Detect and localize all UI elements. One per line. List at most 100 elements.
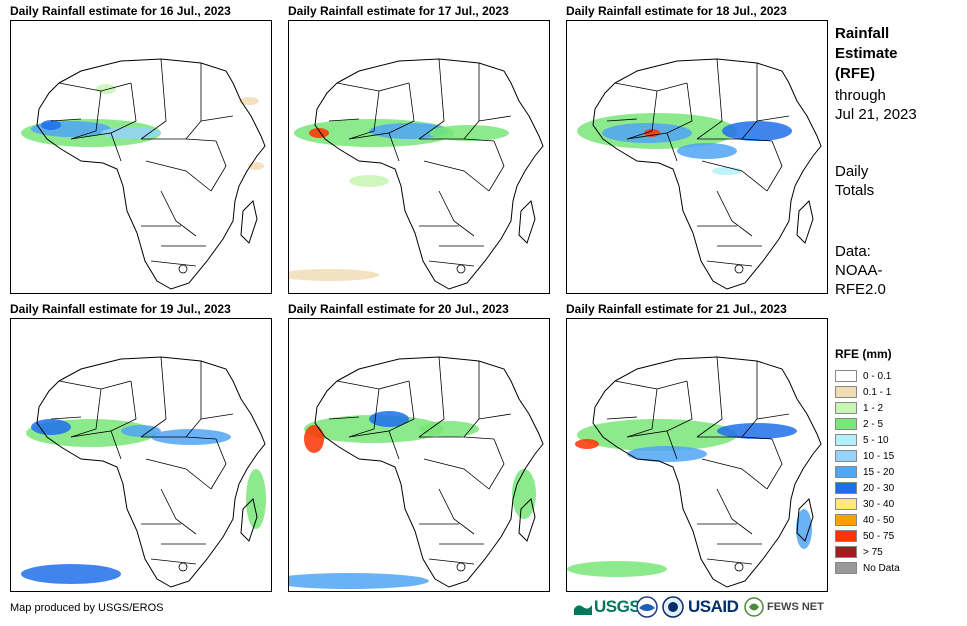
legend-item: 5 - 10 (835, 432, 889, 448)
country-border (141, 138, 217, 142)
rainfall-map (288, 20, 550, 294)
country-border (110, 82, 137, 134)
lesotho-outline (456, 264, 466, 274)
rainfall-area (369, 411, 409, 427)
country-border (328, 118, 360, 122)
africa-map (567, 356, 822, 588)
rainfall-area (239, 97, 259, 105)
legend-label: 1 - 2 (863, 402, 884, 414)
country-border (388, 380, 415, 432)
country-border (626, 90, 658, 140)
legend-item: 0 - 0.1 (835, 368, 891, 384)
legend-title: RFE (mm) (835, 347, 892, 361)
daily-line: Totals (835, 182, 875, 199)
country-border (626, 388, 658, 438)
country-border (160, 488, 197, 535)
legend-label: > 75 (863, 546, 883, 558)
rainfall-area (796, 509, 812, 549)
legend-swatch (835, 482, 857, 494)
dhs-seal (662, 596, 684, 618)
noaa-icon (636, 596, 658, 618)
legend-item: 1 - 2 (835, 400, 883, 416)
country-border (488, 438, 505, 490)
legend-item: 2 - 5 (835, 416, 883, 432)
madagascar-outline (796, 498, 814, 542)
country-border (336, 82, 410, 92)
country-border (423, 160, 490, 192)
madagascar-outline (796, 200, 814, 244)
country-border (697, 138, 773, 142)
sidebar-daily-totals: Daily Totals (835, 162, 874, 200)
country-border (696, 59, 723, 140)
country-border (418, 357, 445, 438)
lesotho-outline (456, 562, 466, 572)
rainfall-map (10, 318, 272, 592)
legend-swatch (835, 562, 857, 574)
country-border (388, 82, 415, 134)
country-border (110, 380, 137, 432)
country-border (348, 90, 380, 140)
country-border (185, 63, 202, 140)
legend-label: No Data (863, 562, 900, 574)
legend-swatch (835, 530, 857, 542)
madagascar-outline (240, 498, 258, 542)
rainfall-area (246, 469, 266, 529)
data-line: RFE2.0 (835, 281, 886, 298)
lesotho-outline (734, 562, 744, 572)
country-border (150, 260, 197, 267)
sidebar-through: through Jul 21, 2023 (835, 86, 917, 124)
legend-swatch (835, 498, 857, 510)
country-border (348, 430, 400, 460)
through-date: Jul 21, 2023 (835, 106, 917, 123)
rainfall-area (577, 419, 737, 451)
country-border (428, 260, 475, 267)
country-border (478, 115, 512, 122)
country-border (328, 416, 360, 420)
seal-icon (662, 596, 684, 618)
country-border (438, 190, 475, 237)
country-border (70, 388, 102, 438)
legend-label: 40 - 50 (863, 514, 895, 526)
country-border (210, 140, 227, 192)
africa-coastline (314, 58, 544, 290)
country-border (614, 82, 688, 92)
country-border (419, 138, 495, 142)
country-border (210, 438, 227, 490)
legend-swatch (835, 466, 857, 478)
panel-title: Daily Rainfall estimate for 16 Jul., 202… (10, 4, 231, 18)
rainfall-area (419, 421, 479, 437)
map-panel-20-jul: Daily Rainfall estimate for 20 Jul., 202… (288, 302, 550, 592)
rainfall-area (289, 573, 429, 589)
legend-label: 5 - 10 (863, 434, 889, 446)
rainfall-bands (289, 411, 536, 589)
country-border (50, 118, 82, 122)
data-line: Data: (835, 243, 871, 260)
globe-icon (744, 597, 764, 617)
country-border (716, 488, 753, 535)
map-panel-19-jul: Daily Rainfall estimate for 19 Jul., 202… (10, 302, 272, 592)
country-border (701, 458, 768, 490)
africa-map (289, 58, 544, 290)
legend-label: 0 - 0.1 (863, 370, 892, 382)
sidebar-title: Rainfall Estimate (RFE) (835, 24, 898, 84)
country-border (70, 132, 122, 162)
country-border (756, 413, 790, 420)
rainfall-area (41, 120, 61, 130)
map-panel-21-jul: Daily Rainfall estimate for 21 Jul., 202… (566, 302, 828, 592)
legend-item: No Data (835, 560, 900, 576)
legend-item: 0.1 - 1 (835, 384, 891, 400)
country-border (150, 558, 197, 565)
panel-title: Daily Rainfall estimate for 20 Jul., 202… (288, 302, 509, 316)
legend-label: 10 - 15 (863, 450, 895, 462)
legend-swatch (835, 370, 857, 382)
country-border (697, 436, 773, 440)
africa-coastline (592, 58, 822, 290)
rainfall-map (10, 20, 272, 294)
country-border (348, 132, 400, 162)
panel-title: Daily Rainfall estimate for 19 Jul., 202… (10, 302, 231, 316)
country-border (606, 416, 638, 420)
usgs-wave-icon (574, 605, 592, 615)
country-border (626, 430, 678, 460)
panel-title: Daily Rainfall estimate for 17 Jul., 202… (288, 4, 509, 18)
country-border (766, 140, 783, 192)
